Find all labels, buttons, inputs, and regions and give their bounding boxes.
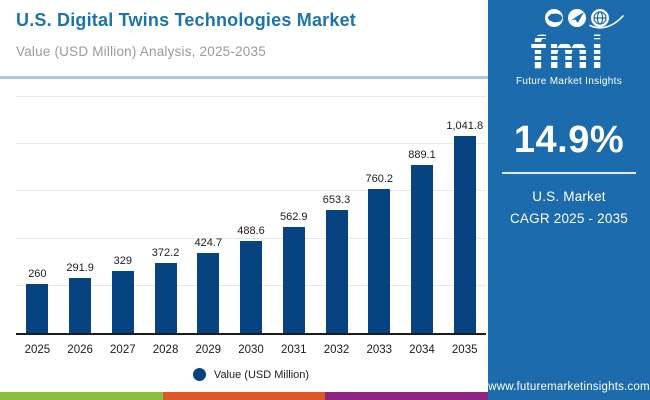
bar-chart: 260 291.9 329 372.2 424.7 488.6 562.9 653.3 760.…	[16, 96, 486, 381]
bar-2026	[69, 277, 92, 333]
bar-slot: 653.3	[315, 97, 358, 333]
bar-value-label: 760.2	[365, 173, 393, 186]
legend: Value (USD Million)	[16, 368, 486, 381]
legend-marker-icon	[192, 368, 206, 381]
bar-slot: 372.2	[144, 97, 187, 333]
cagr-value: 14.9%	[513, 119, 625, 161]
cagr-label: U.S. Market CAGR 2025 - 2035	[488, 186, 650, 229]
x-tick-label: 2028	[152, 344, 179, 356]
bar-2032	[325, 209, 348, 333]
bar-slot: 329	[101, 97, 144, 333]
bar-2029	[197, 252, 220, 333]
logo-wordmark: fmi	[531, 26, 606, 76]
page-title: U.S. Digital Twins Technologies Market	[16, 10, 356, 30]
x-tick-label: 2030	[238, 344, 264, 356]
header-divider	[0, 76, 488, 79]
logo-stripe-overlay	[514, 36, 622, 62]
strip-segment-1	[0, 392, 163, 400]
strip-segment-3	[325, 392, 489, 400]
bar-slot: 424.7	[187, 97, 230, 333]
bar-value-label: 260	[28, 267, 47, 280]
page-subtitle: Value (USD Million) Analysis, 2025-2035	[16, 44, 266, 59]
chart-header: U.S. Digital Twins Technologies Market V…	[16, 10, 480, 59]
bar-2025	[26, 283, 49, 333]
x-axis: 2025 2026 2027 2028 2029 2030 2031 2032 2033 2034…	[16, 344, 486, 356]
bar-slot: 562.9	[272, 97, 315, 333]
plot-area: 260 291.9 329 372.2 424.7 488.6 562.9 653.3 760.…	[16, 96, 486, 335]
paper-plane-icon	[568, 9, 586, 27]
bar-2035	[453, 136, 476, 333]
bar-value-label: 488.6	[237, 224, 265, 237]
bar-2034	[410, 165, 433, 333]
bar-2027	[111, 270, 134, 333]
footer-strip	[0, 392, 489, 400]
bar-value-label: 1,041.8	[446, 120, 484, 133]
x-tick-label: 2026	[67, 344, 93, 356]
website-link[interactable]: www.futuremarketinsights.com	[488, 381, 650, 393]
x-tick-label: 2027	[110, 344, 136, 356]
x-tick-label: 2033	[366, 344, 393, 356]
bar-value-label: 291.9	[66, 261, 94, 274]
swoosh-underline	[589, 15, 624, 29]
bar-2030	[240, 240, 263, 333]
brand-panel: fmi Future Market Insights 14.9% U.S. Ma…	[488, 0, 650, 400]
x-tick-label: 2032	[323, 344, 350, 356]
x-tick-label: 2029	[195, 344, 222, 356]
fmi-logo-graphic: fmi	[514, 9, 624, 76]
bars-row: 260 291.9 329 372.2 424.7 488.6 562.9 653.3 760.…	[16, 97, 486, 333]
x-tick-label: 2031	[280, 344, 307, 356]
bar-slot: 1,041.8	[443, 97, 486, 333]
grid-line	[16, 96, 486, 97]
x-tick-label: 2035	[451, 344, 478, 356]
fmi-logo: fmi Future Market Insights	[488, 8, 650, 87]
cagr-market-label: U.S. Market	[532, 189, 606, 204]
bar-slot: 291.9	[59, 97, 102, 333]
bar-value-label: 372.2	[151, 246, 180, 259]
x-tick-label: 2034	[409, 344, 435, 356]
bar-2028	[154, 262, 177, 333]
grid-line	[16, 237, 486, 239]
grid-line	[16, 190, 486, 192]
cagr-divider	[502, 172, 636, 174]
bar-slot: 260	[16, 97, 59, 333]
bar-2033	[368, 189, 391, 333]
bar-value-label: 653.3	[322, 193, 351, 206]
globe-icon	[591, 9, 609, 27]
bar-slot: 889.1	[401, 97, 444, 333]
logo-tagline: Future Market Insights	[515, 76, 623, 87]
bar-slot: 760.2	[358, 97, 401, 333]
legend-label: Value (USD Million)	[213, 368, 310, 381]
grid-line	[16, 143, 486, 145]
bar-slot: 488.6	[230, 97, 273, 333]
cagr-period-label: CAGR 2025 - 2035	[509, 210, 629, 226]
bar-2031	[282, 226, 305, 333]
chart-section: U.S. Digital Twins Technologies Market V…	[0, 10, 489, 400]
bar-value-label: 329	[113, 254, 133, 267]
x-tick-label: 2025	[24, 344, 51, 356]
strip-segment-2	[162, 392, 326, 400]
bar-value-label: 562.9	[280, 210, 308, 223]
bar-value-label: 424.7	[194, 236, 223, 249]
bar-value-label: 889.1	[408, 149, 436, 162]
us-map-icon	[545, 9, 563, 27]
